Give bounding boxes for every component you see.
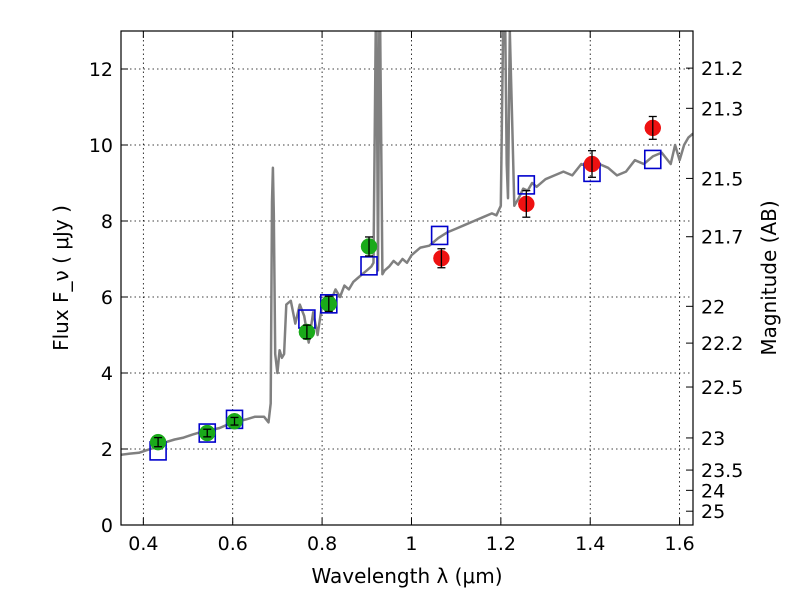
- mag-tick-label: 25: [701, 501, 725, 523]
- mag-tick-label: 22.2: [701, 333, 743, 355]
- plot-area: [121, 31, 693, 461]
- y-tick-label: 8: [101, 211, 113, 233]
- mag-tick-label: 23.5: [701, 460, 743, 482]
- x-axis-title: Wavelength λ (μm): [311, 564, 502, 588]
- mag-tick-label: 23: [701, 428, 725, 450]
- model-photometry-square: [430, 225, 449, 246]
- x-tick-label: 1.2: [486, 533, 516, 555]
- grid-lines: [121, 31, 693, 526]
- plot-series: [121, 31, 693, 461]
- y-tick-label: 6: [101, 287, 113, 309]
- model-photometry-square: [360, 256, 378, 276]
- right-axis-title: Magnitude (AB): [757, 200, 781, 355]
- mag-tick-label: 22: [701, 296, 725, 318]
- mag-tick-label: 21.5: [701, 168, 743, 190]
- y-tick-label: 10: [89, 135, 113, 157]
- model-photometry-square: [643, 149, 662, 170]
- mag-tick-label: 21.3: [701, 98, 743, 120]
- x-tick-label: 0.8: [307, 533, 337, 555]
- y-tick-label: 4: [101, 363, 113, 385]
- plot-frame: [120, 30, 694, 526]
- sed-model-line: [121, 31, 693, 456]
- mag-tick-label: 21.2: [701, 58, 743, 80]
- mag-tick-label: 21.7: [701, 227, 743, 249]
- y-tick-label: 0: [101, 515, 113, 537]
- x-tick-label: 0.6: [218, 533, 248, 555]
- mag-tick-label: 22.5: [701, 377, 743, 399]
- y-tick-label: 2: [101, 439, 113, 461]
- y-axis-title: Flux F_ν ( μJy ): [49, 205, 73, 351]
- x-tick-label: 1.4: [575, 533, 605, 555]
- mag-tick-label: 24: [701, 480, 725, 502]
- x-tick-label: 1: [405, 533, 417, 555]
- x-tick-label: 0.4: [128, 533, 158, 555]
- x-tick-label: 1.6: [664, 533, 694, 555]
- y-tick-label: 12: [89, 59, 113, 81]
